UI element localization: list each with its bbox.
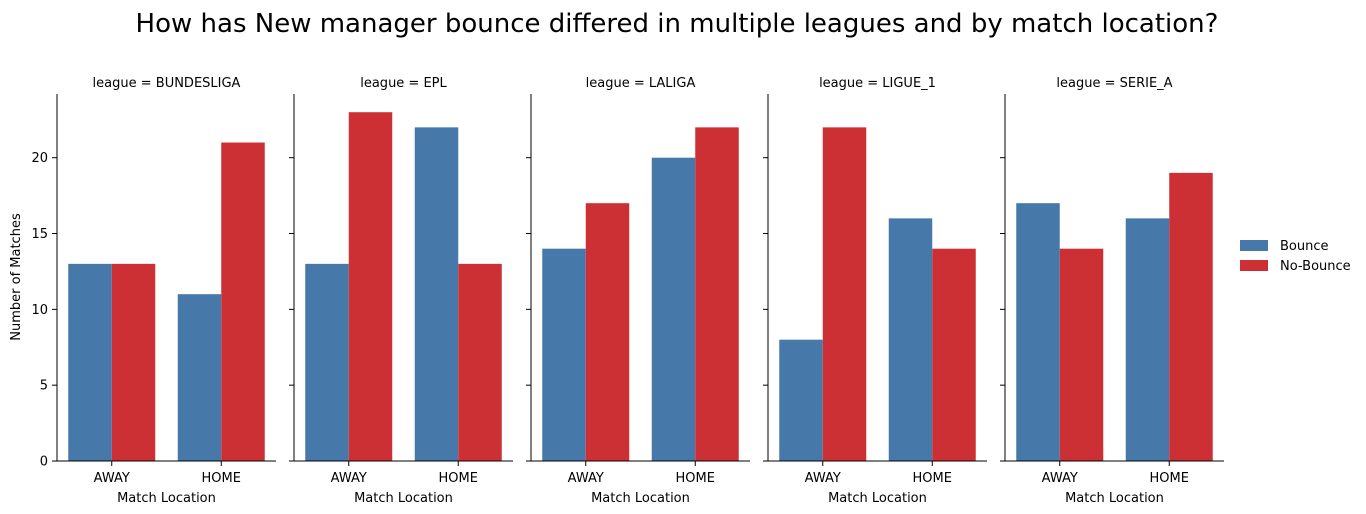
facet-0: league = BUNDESLIGA AWAY HOME 0 5 10 15 20 Match…	[31, 76, 276, 506]
x-tick-label: HOME	[202, 471, 241, 486]
x-axis-label: Match Location	[1065, 491, 1164, 506]
x-tick-label: AWAY	[805, 471, 841, 486]
x-axis-label: Match Location	[117, 491, 216, 506]
x-tick-label: HOME	[913, 471, 952, 486]
facet-3: league = LIGUE_1 AWAY HOME Match Location	[763, 76, 987, 506]
bar-bounce-home	[414, 127, 459, 461]
chart-title: How has New manager bounce differed in m…	[136, 9, 1219, 39]
bar-no-bounce-away	[585, 203, 630, 462]
facet-4: league = SERIE_A AWAY HOME Match Location	[1000, 76, 1224, 506]
y-tick-label: 15	[31, 227, 48, 242]
bar-bounce-home	[1125, 218, 1170, 461]
bar-no-bounce-away	[348, 112, 393, 461]
y-tick-label: 10	[31, 303, 48, 318]
bar-no-bounce-away	[111, 263, 156, 461]
bar-no-bounce-away	[1059, 248, 1104, 461]
bar-no-bounce-home	[458, 263, 502, 461]
x-axis-label: Match Location	[828, 491, 927, 506]
y-axis-label: Number of Matches	[9, 213, 24, 341]
x-tick-label: HOME	[439, 471, 478, 486]
bar-bounce-home	[177, 294, 222, 461]
y-tick-label: 5	[40, 379, 48, 394]
x-tick-label: AWAY	[568, 471, 604, 486]
legend-label-no-bounce: No-Bounce	[1280, 259, 1351, 274]
x-tick-label: AWAY	[94, 471, 130, 486]
bar-no-bounce-away	[822, 127, 867, 461]
facets: league = BUNDESLIGA AWAY HOME 0 5 10 15 20 Match…	[31, 76, 1224, 506]
bar-no-bounce-home	[221, 142, 265, 461]
bar-bounce-home	[888, 218, 933, 461]
y-tick-label: 20	[31, 151, 48, 166]
facet-title: league = LALIGA	[586, 76, 696, 91]
bar-no-bounce-home	[932, 248, 976, 461]
legend-swatch-no-bounce	[1240, 260, 1268, 271]
x-tick-label: AWAY	[331, 471, 367, 486]
facet-title: league = EPL	[360, 76, 447, 91]
bar-no-bounce-home	[1169, 172, 1213, 461]
facet-title: league = SERIE_A	[1056, 76, 1172, 91]
bar-bounce-away	[1016, 203, 1060, 462]
x-tick-label: HOME	[676, 471, 715, 486]
facet-2: league = LALIGA AWAY HOME Match Location	[526, 76, 750, 506]
bar-bounce-away	[68, 263, 112, 461]
y-tick-label: 0	[40, 455, 48, 470]
facet-title: league = BUNDESLIGA	[93, 76, 241, 91]
facet-title: league = LIGUE_1	[819, 76, 936, 91]
bar-bounce-away	[305, 263, 349, 461]
facet-1: league = EPL AWAY HOME Match Location	[289, 76, 513, 506]
legend-label-bounce: Bounce	[1280, 239, 1329, 254]
x-axis-label: Match Location	[591, 491, 690, 506]
bar-bounce-away	[542, 248, 586, 461]
x-axis-label: Match Location	[354, 491, 453, 506]
bar-bounce-home	[651, 157, 696, 461]
legend-swatch-bounce	[1240, 240, 1268, 251]
x-tick-label: AWAY	[1042, 471, 1078, 486]
legend: Bounce No-Bounce	[1240, 239, 1351, 274]
x-tick-label: HOME	[1150, 471, 1189, 486]
bar-no-bounce-home	[695, 127, 739, 461]
bar-bounce-away	[779, 339, 823, 461]
